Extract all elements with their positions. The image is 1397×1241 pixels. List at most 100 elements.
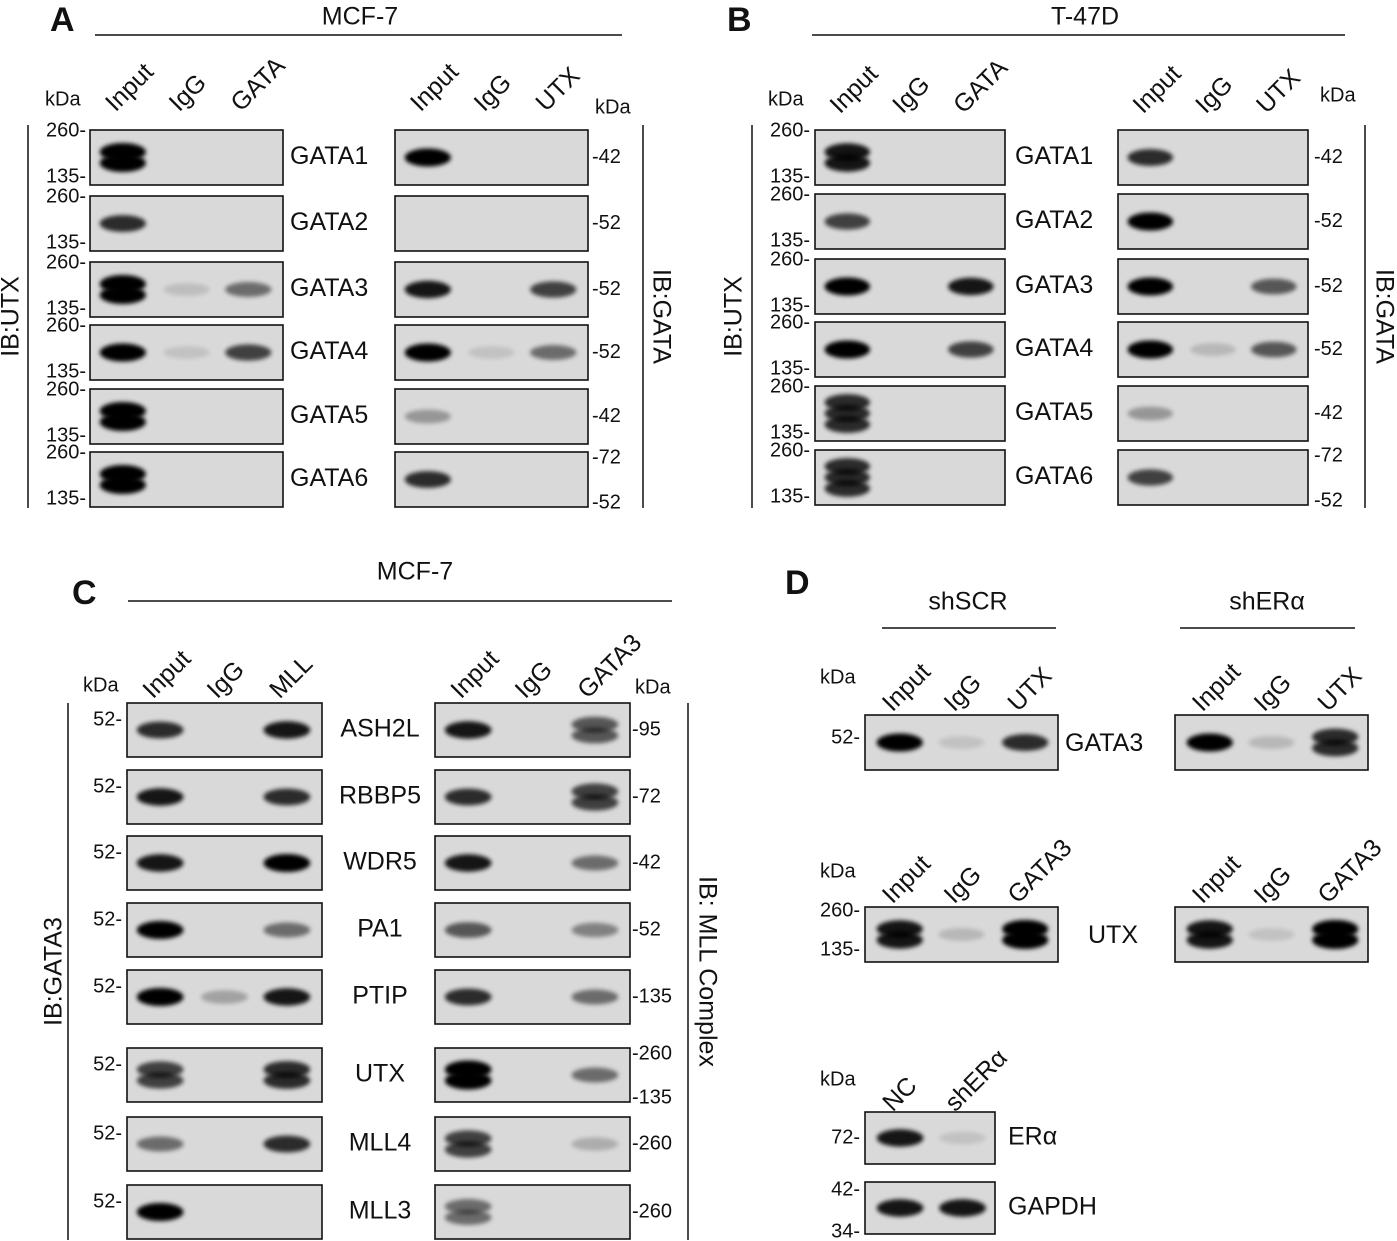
protein-label: ERα: [1008, 1123, 1057, 1151]
band: [938, 736, 985, 749]
kda-marker: -52: [1314, 489, 1343, 511]
lane-label: UTX: [1002, 662, 1057, 717]
band: [1251, 278, 1297, 295]
panel-letter: C: [72, 574, 97, 612]
band: [444, 1199, 492, 1214]
group-label: shSCR: [928, 588, 1007, 616]
kda-marker: 260-: [46, 314, 86, 336]
kda-marker: -52: [1314, 338, 1343, 360]
lane-label: UTX: [1251, 64, 1306, 119]
panel-letter: A: [50, 1, 75, 39]
band: [571, 1137, 619, 1151]
band: [163, 346, 210, 359]
band: [824, 416, 871, 433]
panel-letter: D: [785, 564, 810, 602]
band: [136, 1203, 184, 1221]
kda-marker: 135-: [46, 165, 86, 187]
lane-label: Input: [100, 58, 159, 117]
band: [201, 990, 248, 1004]
kda-marker: 260-: [770, 248, 810, 270]
lane-label: GATA: [225, 51, 291, 117]
protein-label: PA1: [357, 915, 402, 943]
protein-label: GATA6: [290, 464, 368, 492]
band: [948, 341, 994, 358]
kda-marker: 135-: [770, 294, 810, 316]
band: [530, 281, 577, 298]
band: [99, 286, 146, 304]
band: [939, 1131, 986, 1145]
lane-label: Input: [877, 658, 936, 717]
kda-marker: 34-: [831, 1220, 860, 1241]
band: [1312, 931, 1359, 949]
band: [1002, 931, 1049, 949]
kda-marker: -260: [632, 1200, 672, 1222]
panel-title: MCF-7: [377, 558, 453, 586]
lane-label: IgG: [1190, 71, 1238, 119]
protein-label: GATA2: [1015, 206, 1093, 234]
band: [1248, 928, 1295, 941]
kda-marker: 135-: [46, 297, 86, 319]
band: [136, 921, 184, 939]
band: [263, 922, 311, 938]
lane-label: Input: [824, 60, 883, 119]
protein-label: GATA5: [1015, 398, 1093, 426]
protein-label: GATA1: [1015, 142, 1093, 170]
kda-marker: 52-: [93, 842, 122, 864]
kda-marker: 52-: [93, 1054, 122, 1076]
protein-label: GATA2: [290, 208, 368, 236]
kda-marker: 52-: [831, 726, 860, 748]
kda-marker: 260-: [770, 311, 810, 333]
band: [939, 1199, 986, 1217]
kda-marker: 135-: [770, 229, 810, 251]
ib-label: IB:GATA: [1370, 269, 1397, 364]
band: [1312, 739, 1359, 757]
band: [404, 343, 451, 362]
panel-title: MCF-7: [322, 3, 398, 31]
kda-marker: 52-: [93, 776, 122, 798]
kda-marker: 260-: [820, 899, 860, 921]
kda-marker: -260: [632, 1042, 672, 1064]
band: [824, 480, 871, 497]
panel-title: T-47D: [1051, 3, 1119, 31]
lane-label: GATA: [948, 53, 1014, 119]
lane-label: UTX: [1312, 662, 1367, 717]
kda-marker: 260-: [770, 375, 810, 397]
band: [1186, 733, 1233, 752]
blot: [394, 195, 589, 252]
kda-marker: 135-: [46, 231, 86, 253]
band: [444, 854, 492, 872]
kda-label: kDa: [45, 88, 81, 110]
band: [136, 788, 184, 806]
kda-marker: -135: [632, 985, 672, 1007]
lane-label: Input: [137, 645, 196, 704]
band: [99, 154, 146, 172]
kda-marker: 72-: [831, 1126, 860, 1148]
band: [571, 1067, 619, 1083]
band: [444, 721, 492, 739]
kda-marker: -42: [592, 405, 621, 427]
lane-label: IgG: [939, 669, 987, 717]
band: [444, 788, 492, 806]
protein-label: UTX: [1088, 921, 1138, 949]
band: [1127, 406, 1174, 421]
band: [404, 471, 451, 488]
band: [1190, 343, 1236, 356]
band: [1127, 212, 1174, 231]
kda-marker: -52: [592, 341, 621, 363]
band: [938, 928, 985, 941]
ib-label: IB:UTX: [720, 276, 748, 357]
protein-label: MLL4: [349, 1129, 412, 1157]
band: [136, 721, 184, 739]
kda-label: kDa: [635, 676, 671, 698]
kda-label: kDa: [83, 674, 119, 696]
band: [225, 282, 272, 297]
lane-label: IgG: [1249, 861, 1297, 909]
lane-label: UTX: [530, 62, 585, 117]
kda-marker: 42-: [831, 1178, 860, 1200]
kda-marker: 260-: [46, 441, 86, 463]
kda-label: kDa: [820, 666, 856, 688]
protein-label: GATA4: [290, 337, 368, 365]
band: [571, 922, 619, 938]
kda-marker: -42: [592, 146, 621, 168]
